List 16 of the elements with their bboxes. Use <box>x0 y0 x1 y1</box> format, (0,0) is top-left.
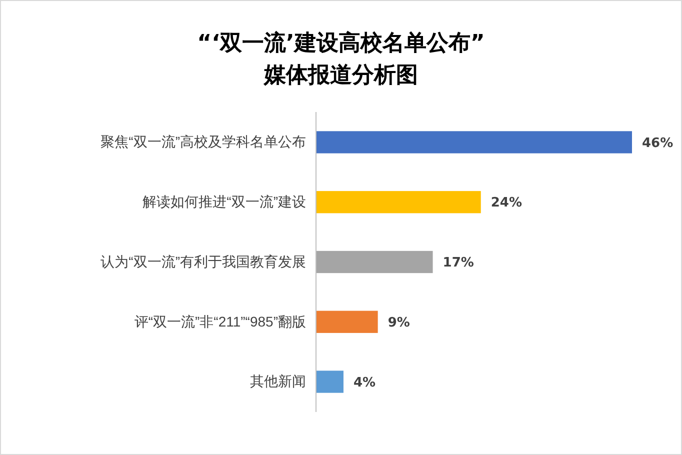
bar <box>316 370 344 393</box>
bar <box>316 250 433 274</box>
bar <box>316 131 632 154</box>
data-label: 17% <box>442 256 474 271</box>
data-label: 9% <box>388 315 410 330</box>
y-tick-label: 聚焦“双一流”高校及学科名单公布 <box>100 134 306 150</box>
bar <box>316 191 481 214</box>
data-label: 46% <box>642 136 674 151</box>
data-label: 4% <box>353 375 376 390</box>
y-tick-label: 其他新闻 <box>250 373 306 390</box>
y-tick-label: 认为“双一流”有利于我国教育发展 <box>100 253 306 270</box>
bar <box>316 310 378 333</box>
y-tick-label: 解读如何推进“双一流”建设 <box>142 194 306 210</box>
y-tick-label: 评“双一流”非“211”“985”翻版 <box>134 313 306 330</box>
chart-title: “‘双一流’建设高校名单公布” 媒体报道分析图 <box>197 30 485 88</box>
data-label: 24% <box>490 196 522 211</box>
